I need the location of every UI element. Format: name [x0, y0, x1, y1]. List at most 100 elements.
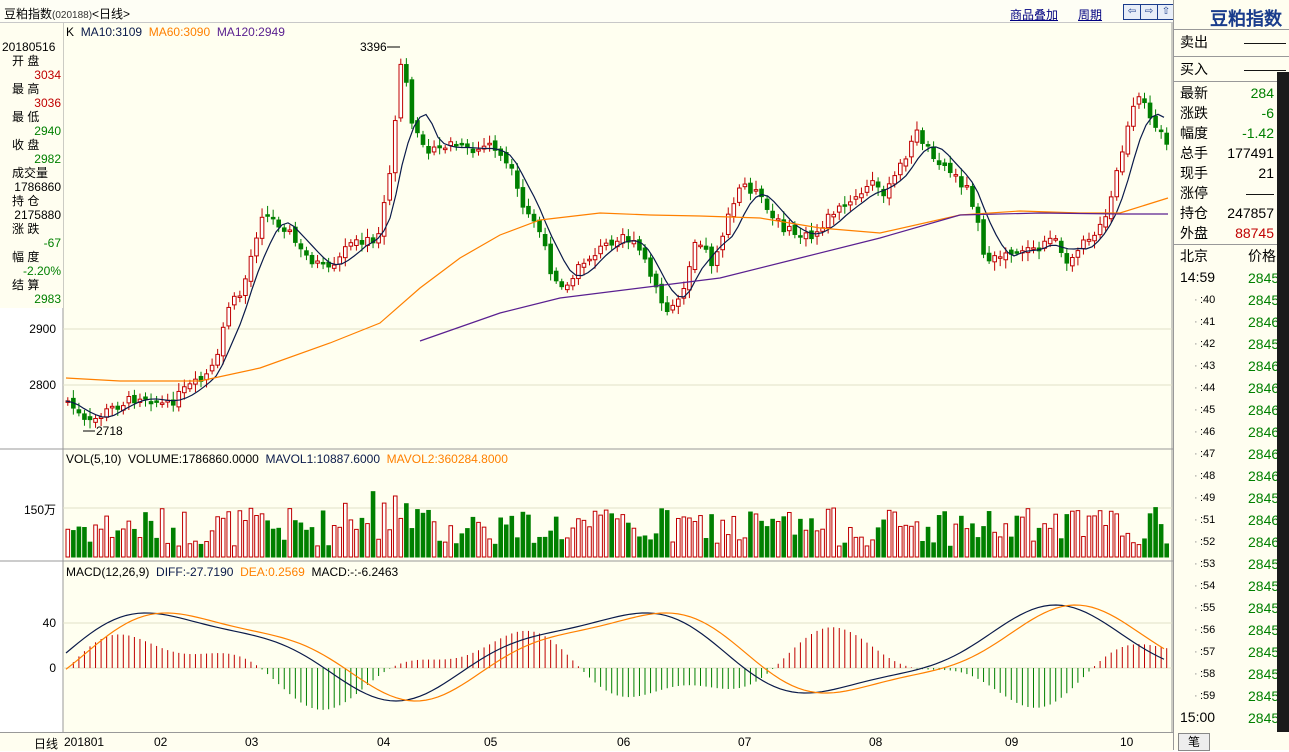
tick-dot: · — [1194, 492, 1198, 504]
tick-time: :57 — [1200, 646, 1216, 658]
tick-time: :49 — [1200, 492, 1216, 504]
tick-dot: · — [1194, 558, 1198, 570]
date-tick: 10 — [1120, 735, 1134, 749]
tick-time: :42 — [1200, 338, 1216, 350]
price-axis-2800: 2800 — [29, 378, 56, 392]
high-value: 3036 — [34, 96, 61, 110]
date-tick: 08 — [869, 735, 883, 749]
ma60-value: MA60:3090 — [148, 25, 211, 39]
k-label: K — [66, 25, 75, 39]
change-value: -67 — [43, 236, 61, 250]
last-value: 284 — [1250, 85, 1274, 101]
tick-price-header: 价格 — [1248, 248, 1276, 264]
tick-price: 2845 — [1248, 490, 1280, 506]
settle-label: 结 算 — [12, 278, 40, 292]
high-annotation: 3396 — [360, 40, 387, 54]
low-value: 2940 — [34, 124, 61, 138]
low-label: 最 低 — [12, 110, 40, 124]
day-info-panel: 20180516 开 盘 3034 最 高 3036 最 低 2940 收 盘 … — [0, 23, 63, 308]
tick-price: 2845 — [1248, 292, 1280, 308]
tick-time: :47 — [1200, 448, 1216, 460]
tick-price: 2845 — [1248, 336, 1280, 352]
pct-quote-value: -1.42 — [1242, 125, 1274, 141]
nav-left-button[interactable]: ⇦ — [1123, 4, 1141, 20]
tick-dot: · — [1194, 448, 1198, 460]
macd-lines — [65, 604, 1165, 702]
period-link[interactable]: 周期 — [1078, 8, 1103, 22]
tick-dot: · — [1194, 624, 1198, 636]
macd-label: MACD(12,26,9) — [66, 565, 150, 579]
tick-time: :45 — [1200, 404, 1216, 416]
tick-dot: · — [1194, 514, 1198, 526]
tick-time: :58 — [1200, 668, 1216, 680]
tab-bi[interactable]: 笔 — [1178, 733, 1210, 751]
total-value: 177491 — [1227, 145, 1274, 161]
limit-value: —— — [1246, 185, 1274, 201]
sell-value: ——— — [1244, 34, 1286, 50]
overlay-commodity-link[interactable]: 商品叠加 — [1010, 8, 1059, 22]
date-tick: 04 — [377, 735, 391, 749]
tick-price: 2845 — [1248, 644, 1280, 660]
tick-price: 2846 — [1248, 314, 1280, 330]
tick-time: :52 — [1200, 536, 1216, 548]
pct-quote-label: 幅度 — [1180, 125, 1208, 141]
date-tick: 09 — [1005, 735, 1019, 749]
tick-time: :40 — [1200, 294, 1216, 306]
tick-dot: · — [1194, 690, 1198, 702]
outer-value: 88745 — [1235, 225, 1274, 241]
volume-info-value: 1786860 — [14, 180, 61, 194]
oi-value: 2175880 — [14, 208, 61, 222]
tick-time: 15:00 — [1180, 709, 1216, 725]
macd-legend: MACD(12,26,9) DIFF:-27.7190 DEA:0.2569 M… — [66, 565, 398, 579]
tick-price: 2845 — [1248, 270, 1280, 286]
tick-price: 2846 — [1248, 446, 1280, 462]
tick-time: :44 — [1200, 382, 1216, 394]
tick-price: 2846 — [1248, 512, 1280, 528]
tick-dot: · — [1194, 580, 1198, 592]
oi-label: 持 仓 — [12, 194, 40, 208]
limit-label: 涨停 — [1180, 185, 1208, 201]
candlestick-series — [65, 58, 1170, 429]
date-tick: 06 — [617, 735, 631, 749]
tick-time: :41 — [1200, 316, 1216, 328]
date-tick: 03 — [245, 735, 259, 749]
current-value: 21 — [1258, 165, 1274, 181]
nav-right-button[interactable]: ⇨ — [1140, 4, 1158, 20]
info-date: 20180516 — [2, 40, 56, 54]
diff-value: DIFF:-27.7190 — [156, 565, 234, 579]
date-tick: 201801 — [64, 735, 105, 749]
tick-dot: · — [1194, 294, 1198, 306]
chg-value: -6 — [1261, 105, 1274, 121]
tick-time: :43 — [1200, 360, 1216, 372]
tick-dot: · — [1194, 646, 1198, 658]
date-tick: 05 — [484, 735, 498, 749]
tick-time: :55 — [1200, 602, 1216, 614]
total-label: 总手 — [1180, 145, 1208, 161]
macd-axis-40: 40 — [42, 616, 56, 630]
quote-title: 豆粕指数 — [1210, 9, 1282, 29]
tick-time: :56 — [1200, 624, 1216, 636]
chart-titlebar: 豆粕指数(020188)<日线> 商品叠加 周期 ⇦ ⇨ ⇧ — [0, 0, 1175, 23]
tick-time: :53 — [1200, 558, 1216, 570]
tick-price: 2845 — [1248, 600, 1280, 616]
tick-dot: · — [1194, 404, 1198, 416]
vol-axis-150: 150万 — [23, 503, 56, 517]
tick-price: 2845 — [1248, 622, 1280, 638]
last-label: 最新 — [1180, 85, 1208, 101]
tick-price: 2846 — [1248, 424, 1280, 440]
date-axis: 日线 201801 02 03 04 05 06 07 08 09 10 — [0, 732, 1173, 751]
ma10-value: MA10:3109 — [80, 25, 143, 39]
current-label: 现手 — [1180, 165, 1208, 181]
tick-dot: · — [1194, 536, 1198, 548]
oi-quote-value: 247857 — [1227, 205, 1274, 221]
pct-label: 幅 度 — [12, 250, 40, 264]
panel-scrollbar[interactable] — [1277, 72, 1289, 732]
tick-price: 2846 — [1248, 402, 1280, 418]
date-tick: 02 — [154, 735, 168, 749]
close-value: 2982 — [34, 152, 61, 166]
buy-value: ——— — [1244, 61, 1286, 77]
volume-label: 成交量 — [12, 166, 49, 180]
kline-chart[interactable]: 3396 2718 — [0, 23, 1173, 732]
sell-label: 卖出 — [1180, 34, 1208, 50]
tick-price: 2846 — [1248, 358, 1280, 374]
